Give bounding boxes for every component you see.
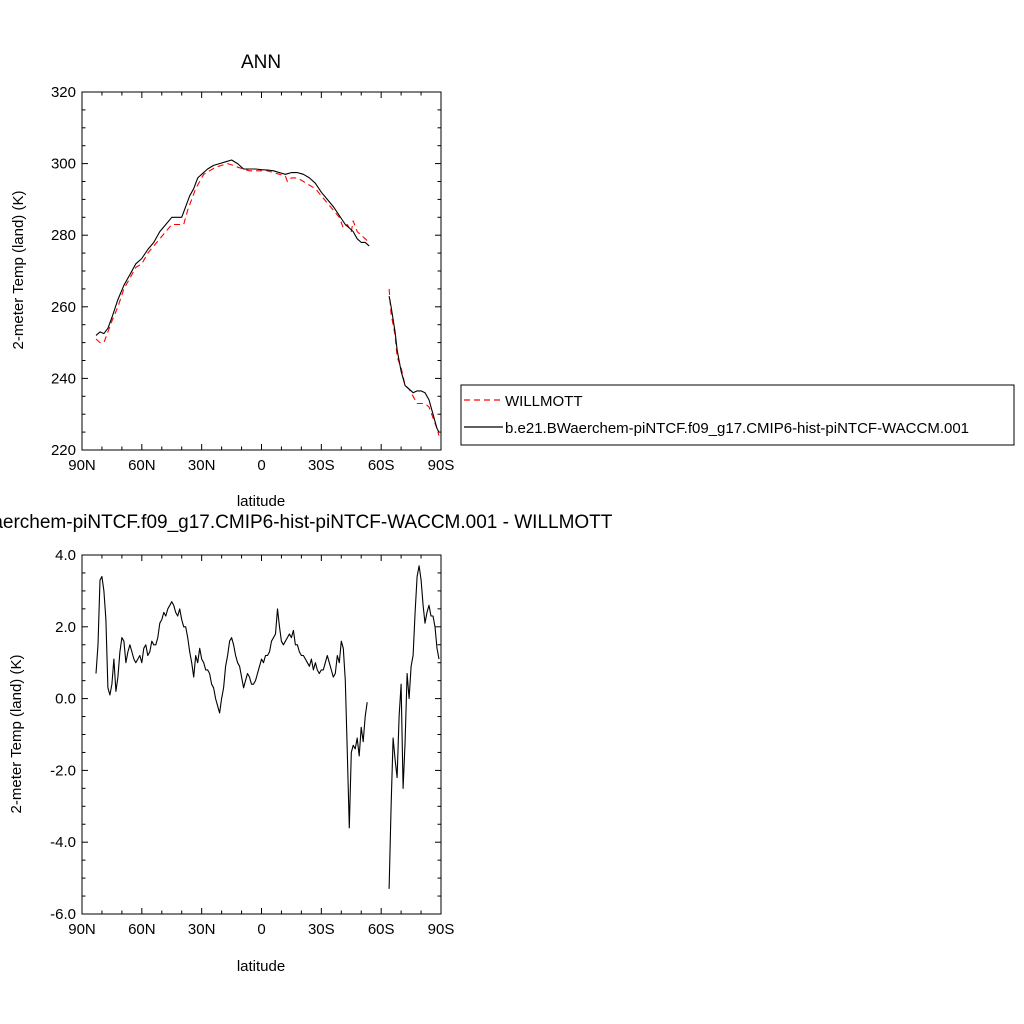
top-chart-xlabel: latitude [237,493,285,510]
bottom-x-tick-label: 60N [128,921,156,938]
top-y-tick-label: 300 [51,156,76,173]
bottom-x-tick-label: 60S [368,921,395,938]
top-series-0-line [388,288,440,436]
legend: WILLMOTT b.e21.BWaerchem-piNTCF.f09_g17.… [460,384,1015,446]
legend-box [460,384,1015,446]
top-x-tick-label: 60N [128,457,156,474]
top-x-tick-label: 30S [308,457,335,474]
bottom-series-0-line [388,565,440,889]
bottom-x-tick-label: 90N [68,921,96,938]
top-series-1-line [388,295,440,433]
top-y-tick-label: 220 [51,442,76,459]
bottom-chart: b.e21.BWaerchem-piNTCF.f09_g17.CMIP6-his… [0,512,613,975]
top-y-tick-label: 240 [51,370,76,387]
top-x-tick-label: 90S [428,457,455,474]
bottom-x-tick-label: 30N [188,921,216,938]
legend-label-willmott: WILLMOTT [505,393,583,410]
top-x-tick-label: 30N [188,457,216,474]
bottom-y-tick-label: 2.0 [55,619,76,636]
bottom-series-0-line [95,575,368,829]
top-y-tick-label: 280 [51,227,76,244]
bottom-y-tick-label: -4.0 [50,834,76,851]
bottom-y-tick-label: -2.0 [50,762,76,779]
bottom-x-tick-label: 0 [257,921,265,938]
top-x-tick-label: 90N [68,457,96,474]
legend-label-model: b.e21.BWaerchem-piNTCF.f09_g17.CMIP6-his… [505,420,969,437]
top-plot-frame [81,91,442,451]
bottom-y-tick-label: 4.0 [55,547,76,564]
bottom-x-tick-label: 90S [428,921,455,938]
top-y-tick-label: 260 [51,299,76,316]
top-x-tick-label: 60S [368,457,395,474]
bottom-plot-area: 90N 60N 30N 0 30S 60S 90S -6.0 -4.0 -2.0 0.0 2.0 4.0 [50,547,454,938]
bottom-chart-xlabel: latitude [237,958,285,975]
bottom-x-tick-label: 30S [308,921,335,938]
top-plot-area: 90N 60N 30N 0 30S 60S 90S 220 240 260 280 300 320 [51,84,454,474]
top-series-0-line [95,163,370,344]
bottom-y-tick-label: -6.0 [50,906,76,923]
bottom-y-tick-label: 0.0 [55,691,76,708]
top-x-tick-label: 0 [257,457,265,474]
bottom-plot-frame [81,554,442,915]
top-chart-ylabel: 2-meter Temp (land) (K) [10,191,27,350]
bottom-chart-ylabel: 2-meter Temp (land) (K) [8,655,25,814]
top-chart-title: ANN [241,52,281,73]
top-chart: ANN 90N 60N 30N 0 30S 60S 90S 220 240 260 280 300 32… [10,52,454,510]
top-y-tick-label: 320 [51,84,76,101]
bottom-chart-title: b.e21.BWaerchem-piNTCF.f09_g17.CMIP6-his… [0,512,613,533]
top-series-1-line [95,159,370,336]
